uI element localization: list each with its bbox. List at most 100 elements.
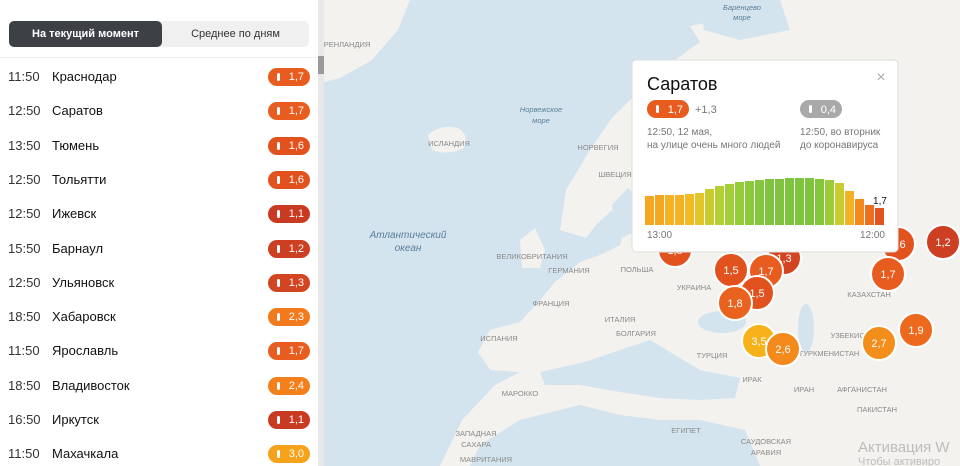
- index-badge: 1,3: [268, 273, 310, 292]
- index-badge: 1,7: [268, 68, 310, 86]
- time: 12:50: [8, 206, 41, 222]
- index-badge: 1,2: [268, 239, 310, 258]
- map-label: ИСЛАНДИЯ: [428, 139, 470, 148]
- bar: [785, 178, 794, 225]
- list-row[interactable]: 16:50 Иркутск 1,1: [0, 403, 318, 437]
- land: [428, 126, 466, 153]
- city: Иркутск: [52, 412, 99, 427]
- time: 18:50: [8, 377, 41, 393]
- index-badge: 2,4: [268, 376, 310, 395]
- current-value: 1,7: [668, 104, 683, 116]
- map-label: САУДОВСКАЯ: [741, 437, 791, 446]
- bar: [845, 191, 854, 225]
- tab[interactable]: На текущий момент: [9, 21, 162, 47]
- city: Тюмень: [52, 137, 100, 153]
- map-label: Баренцево: [723, 3, 761, 12]
- index-badge: 1,7: [268, 342, 310, 361]
- sea: [798, 304, 814, 352]
- time: 11:50: [8, 343, 40, 359]
- bar: [815, 179, 824, 225]
- index-badge: 1,6: [268, 136, 310, 155]
- cluster[interactable]: [765, 331, 801, 367]
- city: Владивосток: [52, 377, 130, 393]
- list-row[interactable]: 12:50 Ижевск 1,1: [0, 197, 318, 231]
- cluster-value: 1,7: [758, 266, 773, 278]
- map-labels: ГРЕНЛАНДИЯБаренцевомореНорвежскоемореИСЛ…: [324, 3, 897, 464]
- bar: [775, 179, 784, 225]
- delta: +1,3: [695, 104, 717, 116]
- bar: [725, 184, 734, 225]
- map-label: ЕГИПЕТ: [671, 426, 701, 435]
- previous-badge: [800, 100, 842, 118]
- popup: Саратов × 1,7 +1,3 0,4 12:50, 12 мая, на…: [631, 59, 899, 253]
- city: Махачкала: [52, 446, 119, 462]
- tab[interactable]: Среднее по дням: [191, 28, 280, 40]
- map-label: море: [532, 116, 550, 125]
- map-label: ИСПАНИЯ: [480, 334, 517, 343]
- land: [324, 0, 410, 82]
- bar: [715, 186, 724, 225]
- cluster[interactable]: [861, 325, 897, 361]
- note: 12:50, 12 мая,: [647, 127, 712, 138]
- list-row[interactable]: 18:50 Владивосток 2,4: [0, 369, 318, 403]
- time: 12:50: [8, 103, 41, 119]
- list-row[interactable]: 12:50 Тольятти 1,6: [0, 163, 318, 197]
- city-panel: На текущий момент Среднее по дням 11:50 К…: [0, 0, 318, 466]
- list-row[interactable]: 15:50 Барнаул 1,2: [0, 232, 318, 266]
- cluster-value: 1,5: [749, 288, 764, 300]
- city: Хабаровск: [52, 309, 116, 325]
- list-row[interactable]: 12:50 Ульяновск 1,3: [0, 266, 318, 300]
- bar: [665, 195, 674, 225]
- index-badge: 1,6: [268, 170, 310, 189]
- bar: [875, 208, 884, 225]
- map-label: ПОЛЬША: [621, 265, 654, 274]
- bar-chart: 1,7: [645, 178, 887, 225]
- cluster[interactable]: [925, 224, 960, 260]
- index-badge: 1,1: [268, 205, 310, 224]
- list-row[interactable]: 12:50 Саратов 1,7: [0, 94, 318, 128]
- map-label: ЗАПАДНАЯ: [455, 429, 496, 438]
- bar-value-label: 1,7: [873, 196, 887, 207]
- list-row[interactable]: 18:50 Хабаровск 2,3: [0, 300, 318, 334]
- map-label: БОЛГАРИЯ: [616, 329, 656, 338]
- time: 18:50: [8, 309, 41, 325]
- map-label: Норвежское: [520, 105, 562, 114]
- map-label: МАВРИТАНИЯ: [460, 455, 512, 464]
- list-row[interactable]: 13:50 Тюмень 1,6: [0, 129, 318, 163]
- cluster[interactable]: [870, 256, 906, 292]
- cluster-value: 1,5: [723, 265, 738, 277]
- map-label: ШВЕЦИЯ: [598, 170, 631, 179]
- close-button[interactable]: ×: [876, 69, 885, 86]
- city: Барнаул: [52, 240, 104, 256]
- watermark-text: Чтобы активиро: [858, 456, 940, 466]
- bar: [805, 178, 814, 225]
- map-label: ТУРКМЕНИСТАН: [799, 349, 860, 358]
- axis-label: 12:00: [860, 230, 885, 241]
- list-row[interactable]: 11:50 Ярославль 1,7: [0, 334, 318, 368]
- scrollbar[interactable]: [318, 0, 324, 466]
- sea: [700, 0, 790, 40]
- list-row[interactable]: 11:50 Махачкала 3,0: [0, 437, 318, 466]
- cluster[interactable]: [717, 285, 753, 321]
- map-label: МАРОККО: [502, 389, 539, 398]
- map-label: ИТАЛИЯ: [605, 315, 636, 324]
- map-label: ТУРЦИЯ: [697, 351, 728, 360]
- index-badge: 1,1: [268, 411, 310, 429]
- map[interactable]: ГРЕНЛАНДИЯБаренцевомореНорвежскоемореИСЛ…: [324, 0, 960, 466]
- map-label: КАЗАХСТАН: [847, 290, 891, 299]
- bar: [835, 183, 844, 225]
- list-row[interactable]: 11:50 Краснодар 1,7: [0, 60, 318, 94]
- cluster[interactable]: [898, 312, 934, 348]
- note: на улице очень много людей: [647, 140, 780, 151]
- sea: [540, 340, 740, 400]
- map-label: ВЕЛИКОБРИТАНИЯ: [496, 252, 567, 261]
- scroll-thumb[interactable]: [318, 56, 324, 74]
- map-label: Атлантический: [369, 230, 447, 241]
- bar: [645, 196, 654, 225]
- index-badge: 1,7: [268, 102, 310, 121]
- map-label: море: [733, 13, 751, 22]
- cluster-value: 3,5: [751, 336, 766, 348]
- map-label: океан: [395, 243, 422, 254]
